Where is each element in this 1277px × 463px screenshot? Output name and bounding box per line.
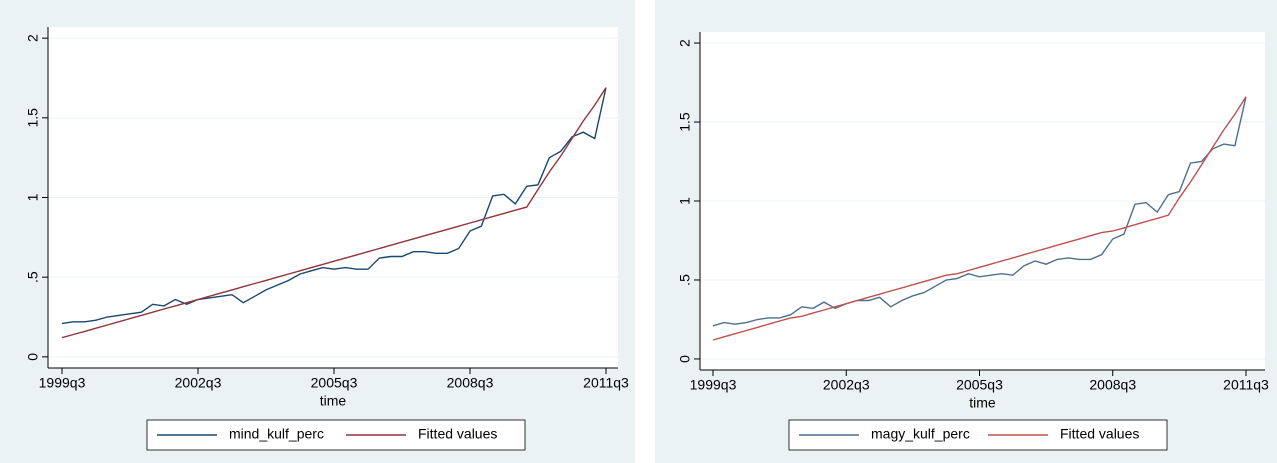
chart-panel: 0 .5 1 1.5 2 1999q3 2002q3 2005q3 2008q3 2011q3 ti… bbox=[0, 0, 635, 463]
y-tick-label: 0 bbox=[677, 355, 693, 363]
x-tick-label: 2002q3 bbox=[823, 377, 870, 393]
x-axis-title: time bbox=[969, 395, 996, 411]
x-tick-label: 2011q3 bbox=[583, 375, 629, 391]
legend-label: Fitted values bbox=[1060, 426, 1139, 442]
x-tick-label: 2008q3 bbox=[447, 375, 494, 391]
y-tick-label: .5 bbox=[677, 274, 693, 286]
legend-label: magy_kulf_perc bbox=[871, 426, 970, 442]
y-tick-label: 0 bbox=[25, 353, 41, 361]
y-tick-label: 1.5 bbox=[677, 112, 693, 132]
series-line bbox=[61, 87, 607, 325]
legend-label: mind_kulf_perc bbox=[229, 426, 324, 442]
x-tick-label: 2005q3 bbox=[956, 377, 1003, 393]
x-tick-label: 2002q3 bbox=[175, 375, 222, 391]
legend-label: Fitted values bbox=[418, 426, 497, 442]
y-tick-label: 1 bbox=[677, 197, 693, 205]
x-axis-title: time bbox=[320, 393, 347, 409]
series-line bbox=[712, 96, 1247, 327]
y-tick-label: 2 bbox=[677, 39, 693, 47]
x-tick-label: 2008q3 bbox=[1089, 377, 1136, 393]
x-tick-label: 1999q3 bbox=[690, 377, 737, 393]
x-tick-label: 2005q3 bbox=[311, 375, 358, 391]
chart-panel: 0 .5 1 1.5 2 1999q3 2002q3 2005q3 2008q3 2011q3 ti… bbox=[655, 0, 1277, 463]
series-line bbox=[712, 96, 1247, 341]
x-tick-label: 1999q3 bbox=[39, 375, 86, 391]
y-tick-label: 1 bbox=[25, 193, 41, 201]
y-tick-label: 2 bbox=[25, 34, 41, 42]
series-line bbox=[61, 87, 607, 339]
y-tick-label: 1.5 bbox=[25, 108, 41, 128]
x-tick-label: 2011q3 bbox=[1223, 377, 1269, 393]
y-tick-label: .5 bbox=[25, 271, 41, 283]
